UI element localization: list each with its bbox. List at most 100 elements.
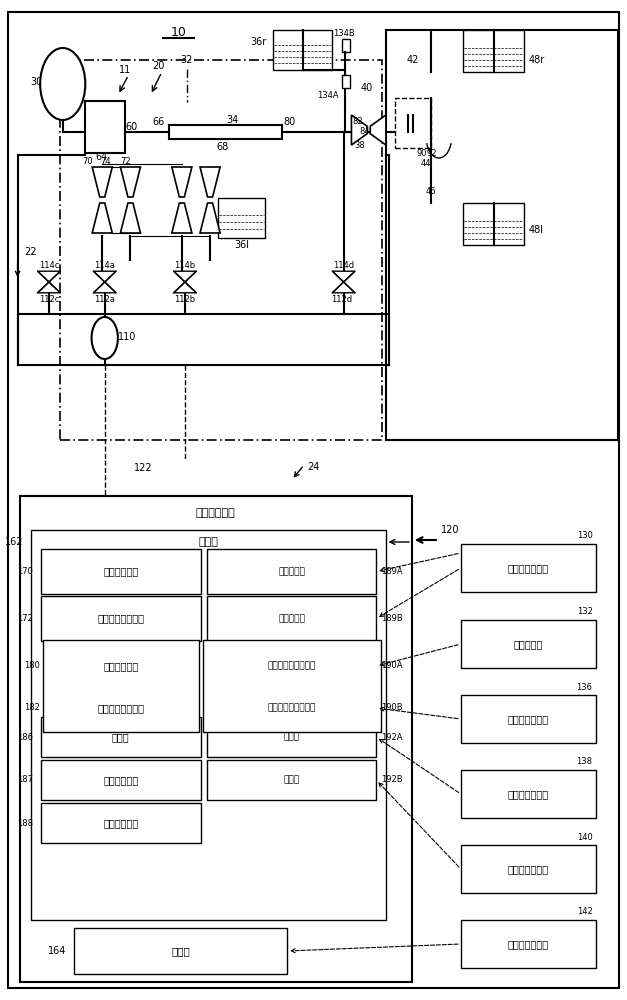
Text: 82: 82 xyxy=(352,117,362,126)
Text: 转速差判定部: 转速差判定部 xyxy=(103,775,139,785)
Text: 24: 24 xyxy=(307,462,320,472)
Text: 190A: 190A xyxy=(381,662,403,670)
Bar xyxy=(207,760,376,800)
Text: 134B: 134B xyxy=(333,29,354,38)
Text: 20: 20 xyxy=(152,61,165,71)
Text: 112c: 112c xyxy=(39,294,59,304)
Text: 时间序列数据获取部: 时间序列数据获取部 xyxy=(267,662,316,670)
Text: 36r: 36r xyxy=(250,37,266,47)
Polygon shape xyxy=(200,167,220,197)
Bar xyxy=(169,125,282,139)
Text: 164: 164 xyxy=(48,946,66,956)
Text: 84: 84 xyxy=(360,126,370,135)
Polygon shape xyxy=(120,203,140,233)
Bar xyxy=(74,928,287,974)
Bar xyxy=(207,646,376,686)
Text: 172: 172 xyxy=(18,614,33,623)
Text: 140: 140 xyxy=(577,832,593,842)
Polygon shape xyxy=(174,282,196,293)
Text: 70: 70 xyxy=(83,156,93,165)
Text: 170: 170 xyxy=(18,567,33,576)
Text: 控制部: 控制部 xyxy=(112,732,130,742)
Text: 186: 186 xyxy=(18,732,33,742)
Text: 72: 72 xyxy=(120,156,131,165)
Bar xyxy=(207,717,376,757)
Text: 110: 110 xyxy=(117,332,136,342)
Bar xyxy=(41,549,201,594)
Bar xyxy=(43,640,199,732)
Text: P: P xyxy=(101,333,108,343)
Bar xyxy=(41,596,201,641)
Text: 第四液压传感器: 第四液压传感器 xyxy=(508,939,549,949)
Bar xyxy=(218,198,265,238)
Text: 滤波部: 滤波部 xyxy=(283,776,300,784)
Text: 车辆控制装置: 车辆控制装置 xyxy=(196,508,236,518)
Bar xyxy=(342,39,350,52)
Bar xyxy=(203,640,381,732)
Text: 30: 30 xyxy=(30,77,43,87)
Polygon shape xyxy=(120,167,140,197)
Text: 滤波部: 滤波部 xyxy=(283,732,300,742)
Text: 114a: 114a xyxy=(94,261,115,270)
Text: 190B: 190B xyxy=(381,704,403,712)
Polygon shape xyxy=(93,271,116,282)
Polygon shape xyxy=(172,203,192,233)
Text: 112a: 112a xyxy=(94,294,115,304)
Text: 68: 68 xyxy=(216,142,229,152)
Text: 114b: 114b xyxy=(174,261,196,270)
Text: ENG: ENG xyxy=(52,80,73,89)
Text: 64: 64 xyxy=(95,152,108,162)
Bar xyxy=(31,530,386,920)
Text: 136: 136 xyxy=(576,682,593,692)
Bar xyxy=(47,688,194,728)
Text: 无级变速器控制部: 无级变速器控制部 xyxy=(97,703,144,713)
Polygon shape xyxy=(332,271,355,282)
Text: 44: 44 xyxy=(421,159,431,168)
Text: 10: 10 xyxy=(171,25,187,38)
Polygon shape xyxy=(93,282,116,293)
Text: 38: 38 xyxy=(354,141,366,150)
Bar xyxy=(41,717,201,757)
Bar xyxy=(461,620,596,668)
Text: 时间序列数据获取部: 时间序列数据获取部 xyxy=(267,704,316,712)
Polygon shape xyxy=(92,167,112,197)
Text: 189A: 189A xyxy=(381,567,403,576)
Bar xyxy=(461,695,596,743)
Bar xyxy=(47,646,194,686)
Text: 122: 122 xyxy=(134,463,152,473)
Text: 32: 32 xyxy=(181,55,193,65)
Bar xyxy=(20,496,412,982)
Text: 第一液压传感器: 第一液压传感器 xyxy=(508,714,549,724)
Bar xyxy=(60,60,382,440)
Text: 66: 66 xyxy=(152,117,164,127)
Polygon shape xyxy=(332,282,355,293)
Bar xyxy=(342,75,350,88)
Bar xyxy=(463,203,524,245)
Bar xyxy=(207,596,376,641)
Text: 188: 188 xyxy=(18,818,33,828)
Bar xyxy=(461,544,596,592)
Text: 48l: 48l xyxy=(529,225,544,235)
Text: 第三液压传感器: 第三液压传感器 xyxy=(508,864,549,874)
Text: 转速计算部: 转速计算部 xyxy=(278,567,305,576)
Text: 162: 162 xyxy=(6,537,24,547)
Polygon shape xyxy=(174,271,196,282)
Text: 90: 90 xyxy=(417,149,427,158)
Text: 142: 142 xyxy=(577,908,593,916)
Text: 变矩器控制部: 变矩器控制部 xyxy=(103,661,139,671)
Text: 187: 187 xyxy=(18,776,33,784)
Text: 182: 182 xyxy=(24,704,40,712)
Text: 40: 40 xyxy=(361,83,373,93)
Text: 存储部: 存储部 xyxy=(171,946,190,956)
Text: 138: 138 xyxy=(576,758,593,766)
Text: 22: 22 xyxy=(24,247,36,257)
Text: 180: 180 xyxy=(24,662,40,670)
Bar xyxy=(395,98,431,148)
Text: 相位差判定部: 相位差判定部 xyxy=(103,818,139,828)
Polygon shape xyxy=(38,282,60,293)
Bar xyxy=(207,549,376,594)
Polygon shape xyxy=(92,203,112,233)
Text: 加速踏板传感器: 加速踏板传感器 xyxy=(508,563,549,573)
Polygon shape xyxy=(352,115,367,145)
Text: 132: 132 xyxy=(577,607,593,616)
